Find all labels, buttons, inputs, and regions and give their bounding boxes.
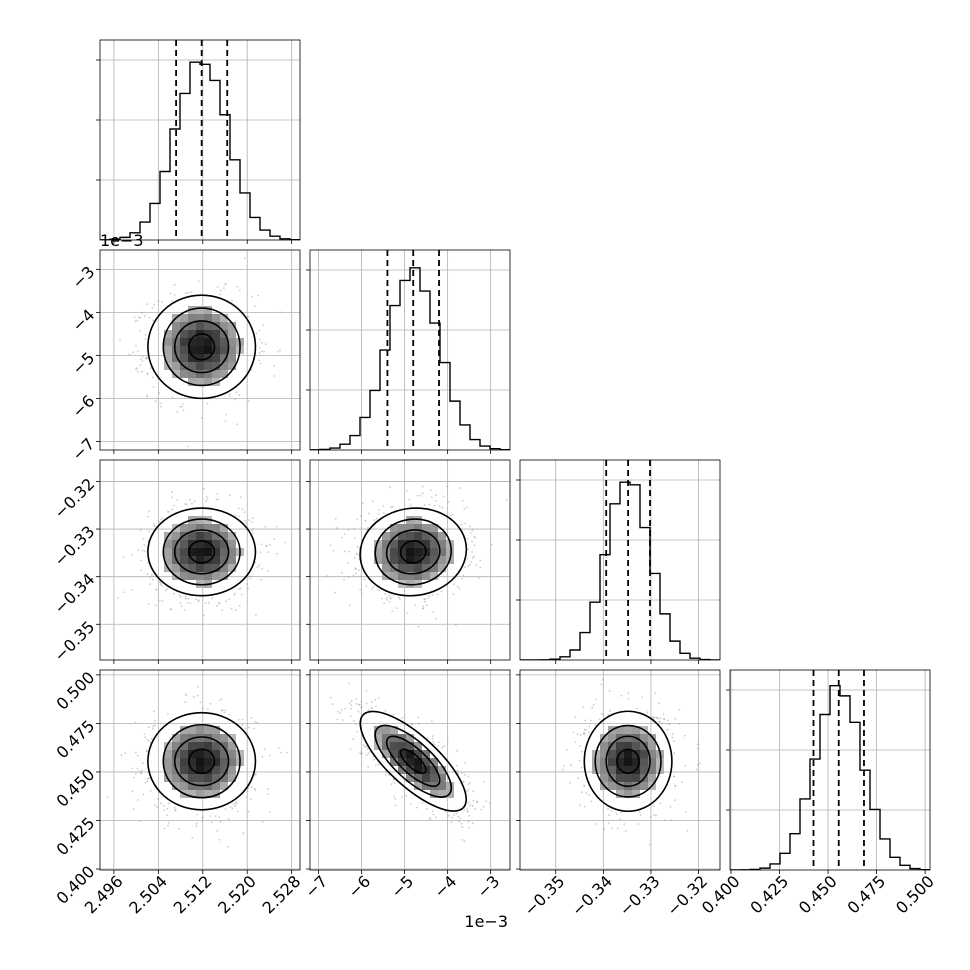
contour-line	[385, 529, 441, 575]
y-tick-label: −0.32	[50, 474, 98, 522]
y-tick-label: 0.475	[53, 716, 99, 762]
y-tick-label: −3	[68, 262, 98, 292]
y-tick-label: −0.35	[50, 617, 98, 665]
x-tick-label: 2.512	[170, 872, 216, 918]
y-tick-label: −0.33	[50, 522, 98, 570]
y-tick-label: −6	[68, 391, 98, 421]
panel-content	[520, 670, 720, 870]
panel-frame	[309, 669, 511, 871]
panel-frame	[99, 39, 301, 241]
contour-line	[147, 507, 257, 597]
contour-line	[399, 540, 427, 564]
y-tick-label: 0.500	[53, 668, 99, 714]
panel-background	[310, 250, 510, 450]
y-tick-label: 0.450	[53, 765, 99, 811]
y-tick-label: −4	[68, 305, 98, 335]
histogram-panel	[516, 459, 721, 664]
histogram-step	[100, 61, 300, 240]
x-tick-label: −5	[387, 872, 417, 902]
x-tick-label: −4	[430, 872, 460, 902]
sample-points	[326, 485, 508, 628]
histogram-step	[730, 684, 930, 870]
panel-frame	[729, 669, 931, 871]
density-panel	[306, 669, 511, 874]
contour-line	[147, 294, 257, 400]
y-tick-label: 0.425	[53, 813, 99, 859]
x-tick-label: 0.475	[844, 872, 890, 918]
histogram-step	[310, 267, 510, 450]
density-panel	[96, 459, 301, 664]
contour-line	[173, 529, 230, 575]
panel-content	[100, 670, 300, 870]
histogram-panel	[726, 669, 931, 874]
panel-frame	[99, 669, 301, 871]
contour-line	[359, 507, 468, 597]
contour-line	[399, 748, 427, 774]
panel-frame	[309, 459, 511, 661]
panel-frame	[309, 249, 511, 451]
contour-line	[173, 320, 230, 374]
sample-points	[106, 685, 288, 848]
x-tick-label: −0.32	[663, 872, 711, 920]
panel-frame	[99, 459, 301, 661]
contour-line	[188, 540, 216, 564]
x-tick-label: 0.425	[746, 872, 792, 918]
x-tick-label: 2.528	[259, 872, 305, 918]
sample-points	[561, 670, 702, 846]
contour-line	[173, 736, 230, 787]
panel-content	[310, 460, 510, 660]
panel-frame	[519, 669, 721, 871]
x-tick-label: −6	[344, 872, 374, 902]
density-blocks	[374, 516, 454, 588]
panel-background	[100, 40, 300, 240]
density-panel	[96, 249, 301, 454]
x-tick-label: 2.504	[125, 872, 171, 918]
x-tick-label: −3	[473, 872, 503, 902]
y-offset-label: 1e−3	[100, 231, 144, 250]
contour-line	[188, 748, 216, 775]
histogram-panel	[306, 249, 511, 454]
contour-line	[188, 333, 216, 361]
panel-content	[100, 460, 300, 660]
x-tick-label: −0.34	[568, 872, 616, 920]
histogram-panel	[96, 39, 301, 244]
contour-line	[162, 724, 241, 799]
panel-content	[310, 670, 510, 870]
contour-line	[374, 724, 453, 798]
y-tick-label: −7	[68, 434, 98, 464]
x-tick-label: 2.520	[214, 872, 260, 918]
sample-points	[119, 257, 282, 448]
histogram-step	[520, 481, 720, 660]
contour-line	[605, 735, 651, 788]
sample-points	[116, 488, 287, 617]
x-tick-label: −0.33	[616, 872, 664, 920]
contour-line	[359, 710, 468, 812]
x-tick-label: 0.450	[795, 872, 841, 918]
contour-line	[594, 724, 662, 798]
y-tick-label: −0.34	[50, 570, 98, 618]
panel-frame	[519, 459, 721, 661]
panel-frame	[99, 249, 301, 451]
panel-content	[100, 250, 300, 450]
density-panel	[306, 459, 511, 664]
contour-line	[583, 710, 673, 813]
contour-line	[147, 711, 257, 811]
x-tick-label: 0.500	[892, 872, 938, 918]
density-panel	[96, 669, 301, 874]
contour-line	[385, 735, 441, 787]
density-panel	[516, 669, 721, 874]
contour-line	[374, 518, 452, 586]
contour-line	[162, 518, 241, 586]
x-tick-label: −7	[301, 872, 331, 902]
y-tick-label: −5	[68, 348, 98, 378]
x-tick-label: −0.35	[520, 872, 568, 920]
sample-points	[329, 682, 491, 842]
contour-line	[616, 748, 640, 774]
contour-line	[162, 307, 241, 387]
x-offset-label: 1e−3	[464, 912, 508, 931]
